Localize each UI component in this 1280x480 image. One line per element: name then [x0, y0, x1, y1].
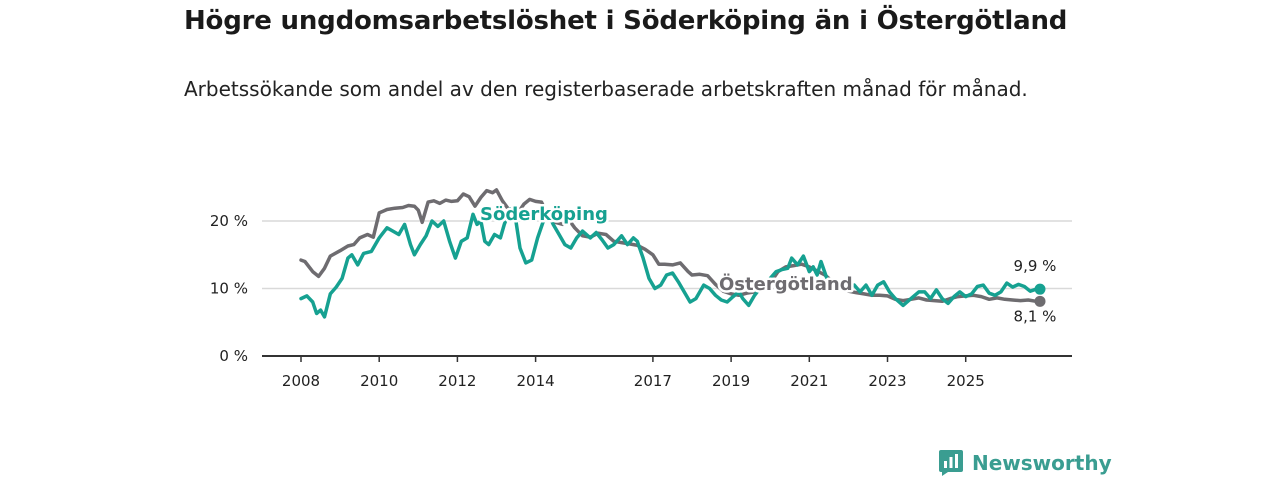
end-value-label: 8,1 % [1014, 307, 1057, 325]
x-tick-label: 2012 [438, 372, 476, 390]
x-tick-label: 2010 [360, 372, 398, 390]
y-tick-label: 10 % [210, 280, 248, 298]
x-tick-label: 2019 [712, 372, 750, 390]
brand-name: Newsworthy [972, 451, 1112, 475]
chart-subtitle: Arbetssökande som andel av den registerb… [184, 77, 1028, 101]
newsworthy-logo-icon [939, 450, 963, 476]
x-tick-label: 2017 [634, 372, 672, 390]
series-labels: Östergötland Söderköping 8,1 % 9,9 % [478, 202, 1057, 326]
x-tick-label: 2025 [947, 372, 985, 390]
x-tick-label: 2014 [517, 372, 555, 390]
series-line-s-derk-ping [299, 207, 1042, 319]
chart-title: Högre ungdomsarbetslöshet i Söderköping … [184, 6, 1068, 36]
series-label-s-derk-ping: Söderköping [480, 204, 608, 225]
end-value-label: 9,9 % [1014, 257, 1057, 275]
y-tick-label: 0 % [219, 347, 248, 365]
series-lines [299, 188, 1046, 319]
y-tick-label: 20 % [210, 212, 248, 230]
x-tick-label: 2023 [868, 372, 906, 390]
end-marker [1034, 295, 1046, 307]
brand-logo: Newsworthy [938, 449, 1112, 477]
x-tick-label: 2008 [282, 372, 320, 390]
series-label--sterg-tland: Östergötland [719, 273, 853, 295]
end-marker [1034, 283, 1046, 295]
axes: 0 % 10 % 20 % 2008 2010 2012 2014 2017 2019 2021 2… [210, 212, 1072, 390]
x-tick-label: 2021 [790, 372, 828, 390]
